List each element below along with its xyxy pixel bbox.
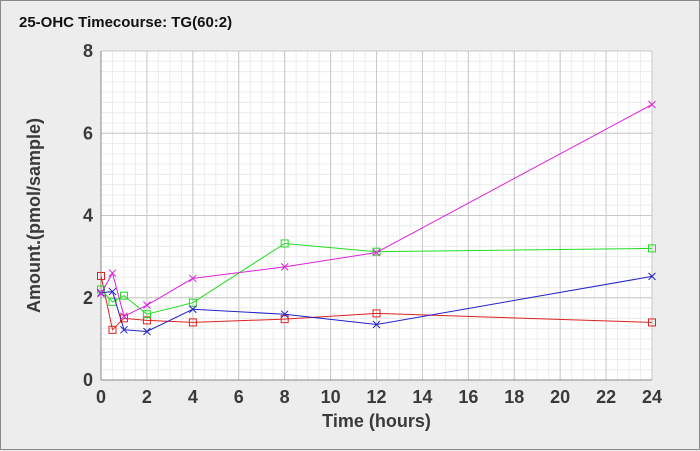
data-point: [120, 325, 128, 334]
x-tick-label: 14: [412, 387, 432, 407]
y-tick-label: 6: [83, 123, 93, 143]
data-point: [120, 312, 128, 321]
data-point: [119, 291, 128, 300]
data-point: [188, 318, 197, 327]
y-tick-label: 2: [83, 288, 93, 308]
x-tick-label: 4: [188, 387, 198, 407]
x-tick-label: 0: [96, 387, 106, 407]
y-tick-label: 8: [83, 41, 93, 61]
data-point: [97, 289, 105, 298]
data-point: [188, 305, 197, 314]
series-line: [100, 275, 653, 331]
data-point: [372, 309, 381, 318]
data-point: [372, 320, 381, 329]
data-point-stroke: [143, 327, 151, 336]
x-tick-label: 22: [596, 387, 616, 407]
data-point-stroke: [372, 248, 381, 257]
data-point-stroke: [108, 269, 117, 277]
data-point-stroke: [280, 310, 289, 319]
data-point: [372, 248, 381, 257]
data-point: [142, 310, 151, 319]
x-tick-label: 10: [321, 387, 341, 407]
series-layer: [97, 100, 656, 336]
data-point-stroke: [120, 312, 128, 321]
data-point: [143, 301, 151, 310]
x-tick-label: 18: [504, 387, 524, 407]
axes: [100, 51, 652, 381]
y-tick-label: 0: [83, 370, 93, 390]
data-point-stroke: [188, 274, 197, 283]
x-tick-label: 16: [458, 387, 478, 407]
data-point-stroke: [120, 325, 128, 334]
data-point: [108, 325, 117, 334]
y-tick-labels: 0 2 4 6 8: [83, 41, 93, 390]
data-point: [280, 263, 289, 271]
data-point-stroke: [372, 320, 381, 329]
x-tick-label: 2: [142, 387, 152, 407]
data-point: [108, 269, 117, 277]
series-4: [97, 100, 656, 321]
data-point-stroke: [188, 305, 197, 314]
series-3: [97, 272, 656, 336]
data-point-stroke: [143, 301, 151, 310]
data-point: [280, 310, 289, 319]
data-point: [188, 274, 197, 283]
data-point: [108, 287, 117, 296]
data-point-stroke: [97, 289, 105, 298]
x-tick-label: 12: [366, 387, 386, 407]
data-point-stroke: [108, 287, 117, 296]
series-line: [100, 242, 653, 315]
chart-title: 25-OHC Timecourse: TG(60:2): [19, 14, 232, 31]
data-point: [143, 327, 151, 336]
data-point: [648, 318, 656, 327]
series-line: [100, 275, 653, 333]
data-point: [280, 315, 289, 324]
data-point: [188, 298, 197, 307]
y-axis-label: Amount.(pmol/sample): [24, 118, 44, 313]
y-tick-label: 4: [83, 206, 93, 226]
data-point: [372, 247, 381, 256]
data-point: [648, 272, 656, 281]
data-point: [142, 316, 151, 325]
x-tick-label: 24: [642, 387, 662, 407]
data-point: [280, 239, 289, 248]
x-axis-label: Time (hours): [322, 411, 431, 431]
data-point: [97, 271, 105, 280]
data-point-stroke: [280, 263, 289, 271]
x-tick-label: 6: [234, 387, 244, 407]
series-line: [100, 104, 653, 318]
data-point-stroke: [648, 100, 656, 109]
x-tick-label: 20: [550, 387, 570, 407]
data-point: [648, 100, 656, 109]
data-point: [648, 244, 656, 253]
x-tick-labels: 0 2 4 6 8 10 12 14 16 18 20 22 24: [96, 387, 662, 407]
data-point-stroke: [648, 272, 656, 281]
x-tick-label: 8: [280, 387, 290, 407]
